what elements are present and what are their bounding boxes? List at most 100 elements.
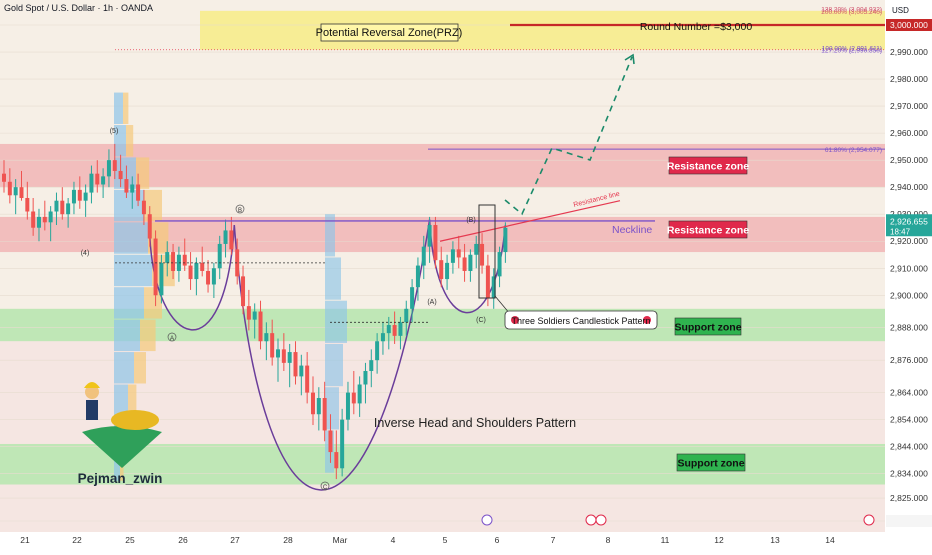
- candle-body: [363, 370, 368, 385]
- x-tick-label-3: 26: [178, 535, 188, 545]
- candle-body: [462, 257, 467, 271]
- currency-label: USD: [892, 6, 909, 15]
- candle-body: [25, 197, 30, 212]
- candle-body: [89, 173, 94, 193]
- support-zone-label-upper-box: [674, 317, 742, 336]
- candle-body: [95, 173, 100, 185]
- support-zone-label-upper: Support zone: [674, 322, 741, 334]
- volume-profile-bar: [114, 384, 128, 416]
- candle-body: [410, 287, 415, 309]
- candle-body: [480, 243, 485, 266]
- x-tick-label-4: 27: [230, 535, 240, 545]
- fib-label-4: 61.80% (2,954.077): [825, 147, 882, 154]
- y-tick-label-3: 2,844.000: [890, 442, 928, 452]
- candle-body: [130, 184, 135, 193]
- wave-label-5: (A): [427, 299, 436, 306]
- candle-body: [171, 252, 176, 271]
- candle-body: [398, 322, 403, 336]
- volume-profile-bar: [114, 157, 136, 189]
- candle-body: [415, 265, 420, 288]
- volume-profile-bar: [114, 352, 134, 384]
- y-tick-label-13: 2,950.000: [890, 155, 928, 165]
- prz-label-box: [320, 23, 459, 42]
- projection-path: [504, 56, 633, 216]
- x-tick-label-8: 5: [443, 535, 448, 545]
- volume-profile-bar: [114, 287, 144, 319]
- wave-label-circle: [320, 481, 330, 491]
- event-icon[interactable]: [481, 514, 493, 526]
- candle-body: [293, 352, 298, 377]
- candle-body: [60, 200, 65, 215]
- candle-body: [258, 311, 263, 342]
- candle-body: [485, 265, 490, 299]
- volume-profile-bar: [114, 125, 126, 157]
- resistance-zone-label-lower-box: [668, 220, 748, 239]
- candle-body: [7, 181, 12, 196]
- wave-label-2: B: [238, 208, 242, 214]
- candle-body: [200, 262, 205, 271]
- volume-profile-bar: [114, 222, 148, 254]
- candle-body: [404, 308, 409, 323]
- resistance-line: [439, 200, 621, 242]
- volume-profile-bar: [140, 319, 156, 352]
- author-logo-gold: [111, 410, 159, 430]
- resistance-zone-label-lower: Resistance zone: [667, 225, 749, 237]
- candle-body: [13, 187, 18, 196]
- current-price: 2,926.655: [890, 216, 928, 226]
- candle-body: [375, 341, 380, 361]
- candle-body: [270, 333, 275, 358]
- candle-body: [322, 398, 327, 431]
- y-tick-label-1: 2,825.000: [890, 493, 928, 503]
- candle-body: [445, 262, 450, 280]
- candle-body: [392, 325, 397, 336]
- event-icon[interactable]: [863, 514, 875, 526]
- fib-label-2: 100.00% (2,991.611): [822, 46, 882, 53]
- volume-profile-bar: [128, 384, 137, 416]
- candle-body: [48, 211, 53, 223]
- author-name: Pejman_zwin: [78, 471, 163, 486]
- candle-body: [276, 349, 281, 358]
- round-number-price-tag: [886, 19, 932, 31]
- x-tick-label-7: 4: [391, 535, 396, 545]
- y-tick-label-8: 2,900.000: [890, 290, 928, 300]
- projection-arrowhead: [624, 53, 635, 65]
- event-icon[interactable]: [595, 514, 607, 526]
- y-tick-label-4: 2,854.000: [890, 415, 928, 425]
- candle-body: [264, 333, 269, 342]
- candle-pattern-icon: [643, 316, 651, 324]
- volume-profile-bar: [123, 92, 129, 125]
- candle-body: [421, 246, 426, 266]
- candle-body: [287, 352, 292, 363]
- candle-body: [147, 214, 152, 239]
- x-tick-label-12: 11: [661, 535, 670, 545]
- candle-body: [281, 349, 286, 363]
- symbol-title: Gold Spot / U.S. Dollar · 1h · OANDA: [4, 3, 154, 13]
- author-logo-helmet: [84, 382, 100, 388]
- y-tick-label-7: 2,888.000: [890, 323, 928, 333]
- wave-label-6: (B): [466, 217, 475, 224]
- volume-profile-bar: [114, 92, 123, 125]
- x-tick-label-10: 7: [551, 535, 556, 545]
- y-tick-label-12: 2,940.000: [890, 182, 928, 192]
- fib-label-3: 127.20% (2,990.850): [821, 48, 882, 55]
- y-tick-label-5: 2,864.000: [890, 388, 928, 398]
- three-soldiers-box: [478, 204, 496, 299]
- support-zone-label-lower: Support zone: [677, 458, 744, 470]
- candle-body: [124, 179, 129, 193]
- candle-body: [83, 192, 88, 201]
- volume-profile-bar: [325, 343, 343, 387]
- candle-body: [310, 392, 315, 415]
- candle-body: [165, 252, 170, 263]
- y-tick-label-14: 2,960.000: [890, 128, 928, 138]
- candle-body: [118, 170, 123, 180]
- candle-body: [380, 333, 385, 342]
- candle-body: [345, 392, 350, 420]
- candle-pattern-box: [504, 310, 658, 330]
- wave-label-1: (4): [81, 250, 90, 257]
- event-icon[interactable]: [585, 514, 597, 526]
- x-tick-label-1: 22: [72, 535, 82, 545]
- wave-label-7: (C): [476, 317, 486, 324]
- wave-label-0: (5): [110, 128, 119, 135]
